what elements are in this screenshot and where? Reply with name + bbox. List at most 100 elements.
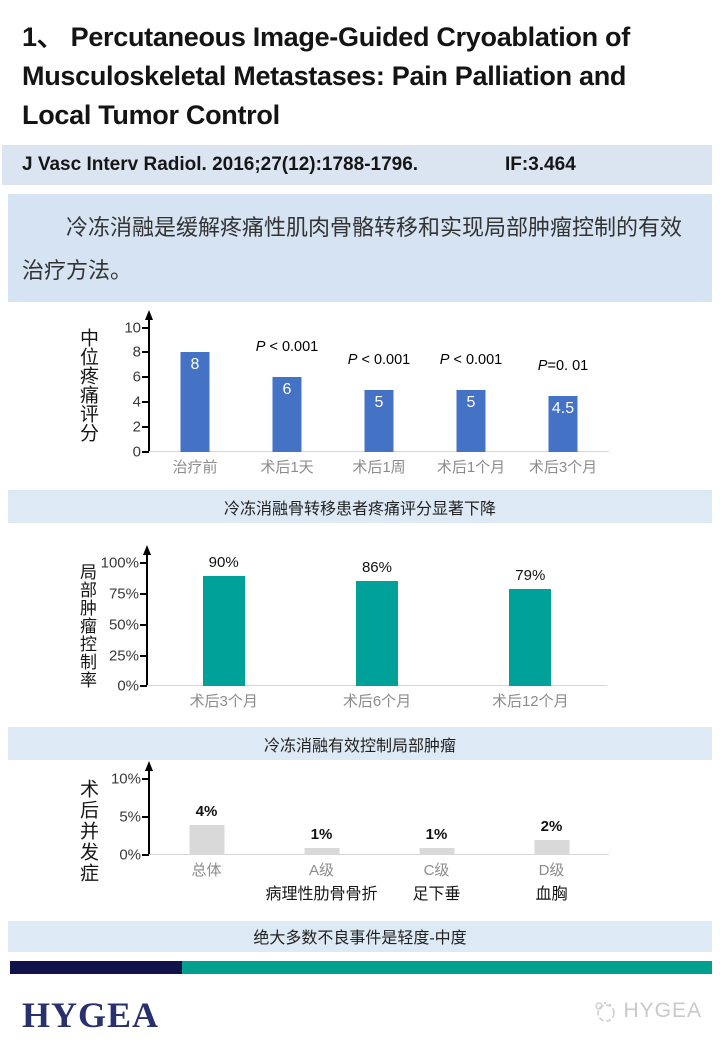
x-category-text: 术后1天: [260, 458, 314, 476]
plot-wrap: 90% 86% 79% 术后3个月 术后6个月 术后12个月: [140, 545, 607, 712]
y-tick-label: 10: [124, 319, 141, 337]
plot-area: 4% 1% 1% 2%: [142, 761, 609, 857]
x-category-text: D级: [538, 862, 565, 880]
y-axis-line: [148, 769, 150, 856]
p-value-label: P < 0.001: [255, 339, 319, 356]
x-category-label: D级血胸: [494, 862, 609, 905]
y-axis-line: [148, 317, 150, 452]
y-tick-label: 10%: [110, 770, 141, 788]
bar-slot: 86%: [300, 559, 453, 687]
y-tick-mark: [142, 326, 149, 329]
bar-value-label: 79%: [515, 567, 546, 585]
y-axis-title: 中位疼痛评分: [77, 327, 98, 442]
y-tick-label: 4: [132, 393, 141, 411]
y-axis-line: [146, 553, 148, 687]
bar-slot: 5 P < 0.001: [425, 328, 517, 452]
bars-group: 4% 1% 1% 2%: [149, 779, 609, 856]
bar-slot: 79%: [454, 563, 607, 687]
watermark-text: HYGEA: [623, 999, 702, 1022]
p-value-label: P < 0.001: [439, 351, 503, 368]
complications-chart: 术后并发症 10% 5% 0% 4% 1% 1% 2% 总体 A级 病理性肋骨骨折 C级 足下垂 D…: [77, 761, 720, 905]
bar: 6: [272, 377, 302, 452]
x-category-text: 术后1个月: [436, 458, 506, 476]
y-tick-mark: [140, 685, 147, 688]
x-category-label: C级足下垂: [379, 862, 494, 905]
y-axis: 10% 5% 0%: [103, 771, 149, 864]
bar-value-label: 86%: [361, 558, 392, 576]
y-tick-mark: [142, 376, 149, 379]
x-category-text: 总体: [191, 862, 222, 880]
footer-bar-navy-segment: [10, 960, 182, 974]
bar-value-label: 5: [466, 393, 476, 411]
bar: [419, 847, 454, 856]
p-value-label: P < 0.001: [347, 351, 411, 368]
y-tick-label: 8: [132, 343, 141, 361]
plot-wrap: 4% 1% 1% 2% 总体 A级 病理性肋骨骨折 C级 足下垂 D级 血胸: [142, 761, 609, 905]
y-tick-mark: [140, 562, 147, 565]
x-subcategory-text: 足下垂: [412, 885, 461, 903]
x-category-text: 治疗前: [172, 458, 218, 476]
bar-value-label: 8: [190, 356, 200, 374]
tumor-control-chart: 局部肿瘤控制率 100% 75% 50% 25% 0% 90% 86% 79% 术后3个月术…: [77, 545, 720, 712]
x-category-text: 术后3个月: [189, 693, 258, 711]
bar: [509, 589, 552, 687]
x-category-text: A级: [308, 862, 334, 880]
y-axis-arrow: [144, 309, 153, 320]
chart-caption-band: 冷冻消融有效控制局部肿瘤: [8, 727, 712, 761]
bar-value-label: 1%: [425, 825, 448, 843]
x-category-label: 总体: [149, 862, 264, 905]
page-title: 1、 Percutaneous Image-Guided Cryoablatio…: [22, 22, 630, 130]
y-tick-mark: [140, 623, 147, 626]
y-tick-mark: [140, 593, 147, 596]
y-axis-title: 术后并发症: [77, 779, 98, 885]
x-category-text: 术后12个月: [491, 693, 569, 711]
bar: [304, 847, 339, 856]
bar: [534, 839, 569, 856]
bar: 4.5: [548, 395, 578, 452]
x-category-label: 治疗前: [149, 459, 241, 478]
x-axis-labels: 治疗前 术后1天 术后1周 术后1个月 术后3个月: [149, 452, 609, 478]
y-tick-label: 0%: [117, 677, 139, 695]
bar: [202, 575, 245, 687]
x-category-text: C级: [423, 862, 450, 880]
y-tick-label: 25%: [108, 647, 139, 665]
bar-slot: 1%: [264, 779, 379, 856]
plot-wrap: 8 6 P < 0.001 5 P < 0.001 5 P < 0.001 4.5 P=0. 0…: [142, 309, 609, 478]
y-tick-mark: [142, 778, 149, 781]
bar-value-label: 90%: [208, 553, 239, 571]
chart-caption-band: 绝大多数不良事件是轻度-中度: [8, 920, 712, 952]
plot-area: 90% 86% 79%: [140, 545, 607, 688]
summary-text-box: 冷冻消融是缓解疼痛性肌肉骨骼转移和实现局部肿瘤控制的有效治疗方法。: [8, 193, 712, 302]
y-axis: 10 8 6 4 2 0: [103, 319, 149, 460]
bar: 5: [456, 389, 486, 452]
y-tick-mark: [140, 654, 147, 657]
y-tick-mark: [142, 816, 149, 819]
x-category-label: 术后1周: [333, 459, 425, 478]
y-tick-label: 6: [132, 368, 141, 386]
y-tick-label: 0%: [119, 846, 141, 864]
x-subcategory-text: 血胸: [535, 885, 568, 903]
bar-value-label: 6: [282, 381, 292, 399]
y-tick-mark: [142, 401, 149, 404]
bar-slot: 5 P < 0.001: [333, 328, 425, 452]
bar: [355, 580, 398, 687]
y-tick-mark: [142, 351, 149, 354]
x-axis-line: [149, 854, 609, 856]
bar-slot: 8: [149, 328, 241, 452]
x-category-label: A级 病理性肋骨骨折: [264, 862, 379, 905]
plot-area: 8 6 P < 0.001 5 P < 0.001 5 P < 0.001 4.5 P=0. 0…: [142, 309, 609, 453]
bar: 5: [364, 389, 394, 452]
bar-value-label: 4.5: [551, 399, 575, 417]
x-category-text: 术后1周: [352, 458, 406, 476]
bar-slot: 4%: [149, 779, 264, 856]
bar: 8: [180, 352, 210, 452]
y-axis-arrow: [144, 761, 153, 772]
y-tick-label: 50%: [108, 616, 139, 634]
x-category-label: 术后3个月: [147, 693, 300, 712]
x-category-label: 术后6个月: [300, 693, 453, 712]
x-category-label: 术后1天: [241, 459, 333, 478]
bar-slot: 1%: [379, 779, 494, 856]
bar: [189, 824, 224, 856]
footer-bar-teal-segment: [182, 960, 712, 974]
x-axis-labels: 总体 A级 病理性肋骨骨折 C级 足下垂 D级 血胸: [149, 855, 609, 905]
